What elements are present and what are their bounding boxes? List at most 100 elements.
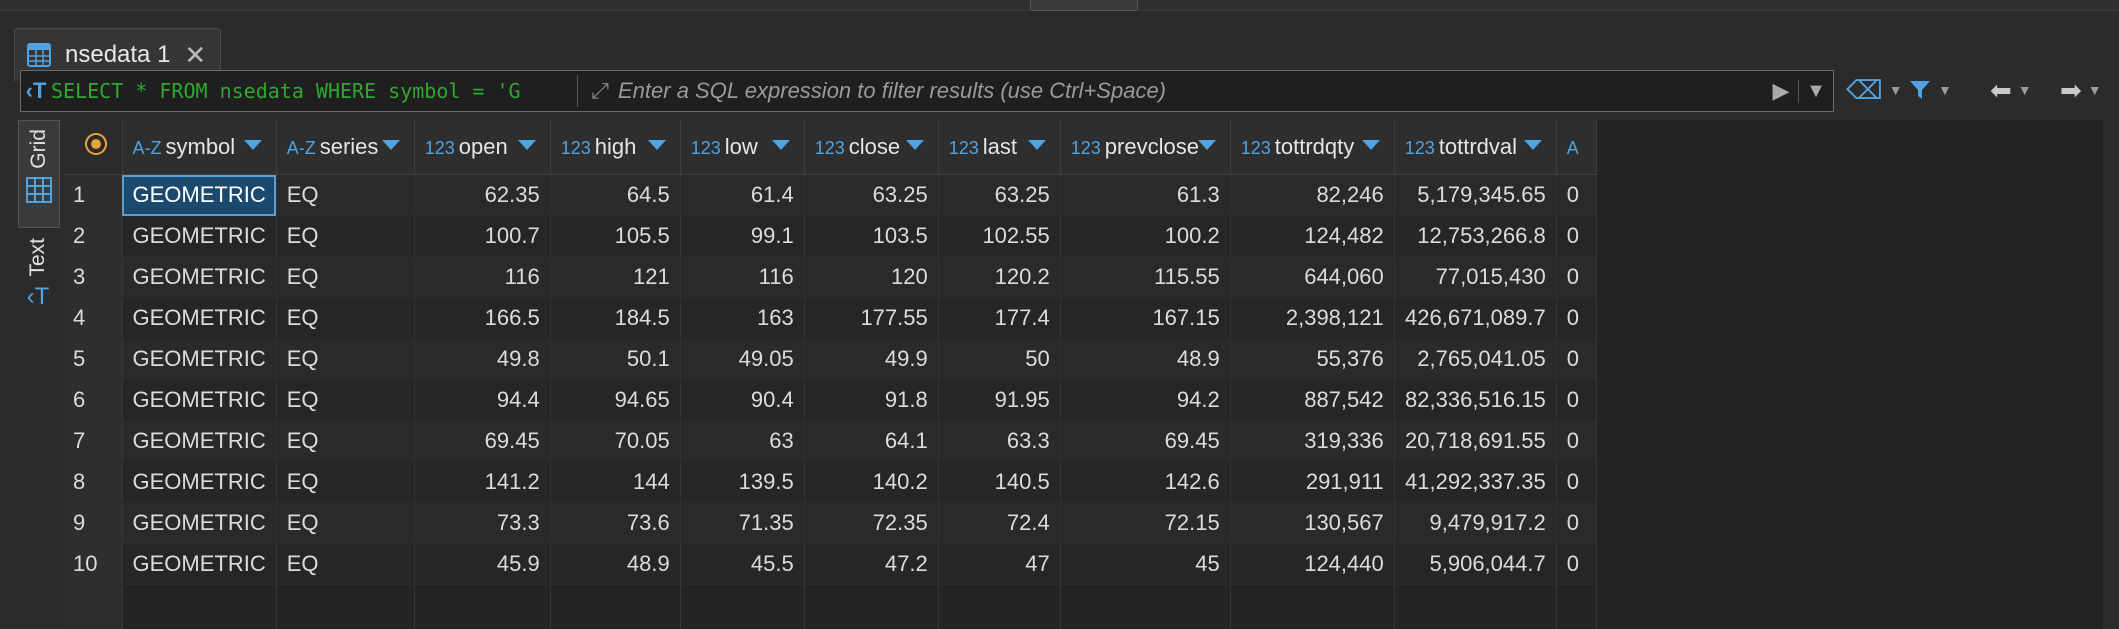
cell-low[interactable]: 49.05 [680, 338, 805, 380]
sort-dropdown-icon[interactable] [381, 140, 400, 150]
cell-symbol[interactable]: GEOMETRIC [122, 461, 277, 503]
column-header-symbol[interactable]: A-Z symbol [122, 120, 277, 175]
column-header-series[interactable]: A-Z series [276, 120, 415, 175]
sql-text-icon[interactable]: ‹T [25, 78, 47, 103]
close-icon[interactable]: ✕ [184, 40, 207, 70]
cell-high[interactable]: 184.5 [550, 297, 681, 339]
cell-symbol[interactable]: GEOMETRIC [122, 420, 277, 462]
cell-low[interactable]: 116 [680, 256, 805, 298]
cell-series[interactable]: EQ [276, 502, 415, 544]
cell-tottrdval[interactable]: 426,671,089.7 [1394, 297, 1557, 339]
cell-prevclose[interactable]: 69.45 [1060, 420, 1231, 462]
sort-dropdown-icon[interactable] [1523, 140, 1542, 150]
cell-more[interactable]: 0 [1556, 379, 1597, 421]
row-number[interactable]: 9 [63, 502, 123, 544]
cell-low[interactable]: 139.5 [680, 461, 805, 503]
cell-close[interactable]: 64.1 [804, 420, 939, 462]
cell-open[interactable]: 94.4 [414, 379, 551, 421]
cell-last[interactable]: 47 [938, 543, 1061, 585]
column-header-more[interactable]: A [1556, 120, 1597, 175]
table-row[interactable]: 2 GEOMETRIC EQ 100.7 105.5 99.1 103.5 102.55 100… [63, 215, 1597, 257]
sort-dropdown-icon[interactable] [517, 140, 536, 150]
row-selector-header[interactable] [63, 120, 123, 175]
filter-expression-input[interactable] [616, 77, 1764, 105]
cell-high[interactable]: 64.5 [550, 174, 681, 216]
cell-prevclose[interactable]: 94.2 [1060, 379, 1231, 421]
cell-prevclose[interactable]: 100.2 [1060, 215, 1231, 257]
cell-open[interactable]: 69.45 [414, 420, 551, 462]
cell-symbol[interactable]: GEOMETRIC [122, 338, 277, 380]
sort-dropdown-icon[interactable] [647, 140, 666, 150]
cell-tottrdqty[interactable]: 319,336 [1230, 420, 1395, 462]
panel-collapse-handle[interactable] [1030, 0, 1138, 11]
expand-icon[interactable]: ⤢ [591, 78, 609, 103]
cell-open[interactable]: 141.2 [414, 461, 551, 503]
cell-more[interactable]: 0 [1556, 256, 1597, 298]
cell-close[interactable]: 120 [804, 256, 939, 298]
column-header-prevclose[interactable]: 123 prevclose [1060, 120, 1231, 175]
cell-low[interactable]: 71.35 [680, 502, 805, 544]
cell-low[interactable]: 63 [680, 420, 805, 462]
back-button[interactable]: ⬅ ▼ [1990, 70, 2032, 110]
table-row[interactable]: 10 GEOMETRIC EQ 45.9 48.9 45.5 47.2 47 45 124,440… [63, 543, 1597, 585]
cell-close[interactable]: 49.9 [804, 338, 939, 380]
column-header-open[interactable]: 123 open [414, 120, 551, 175]
cell-last[interactable]: 140.5 [938, 461, 1061, 503]
column-header-last[interactable]: 123 last [938, 120, 1061, 175]
cell-prevclose[interactable]: 48.9 [1060, 338, 1231, 380]
cell-close[interactable]: 140.2 [804, 461, 939, 503]
cell-symbol[interactable]: GEOMETRIC [122, 174, 277, 216]
cell-open[interactable]: 73.3 [414, 502, 551, 544]
cell-close[interactable]: 72.35 [804, 502, 939, 544]
cell-more[interactable]: 0 [1556, 461, 1597, 503]
table-row[interactable]: 7 GEOMETRIC EQ 69.45 70.05 63 64.1 63.3 69.45 319… [63, 420, 1597, 462]
column-header-low[interactable]: 123 low [680, 120, 805, 175]
cell-last[interactable]: 63.25 [938, 174, 1061, 216]
cell-open[interactable]: 100.7 [414, 215, 551, 257]
row-number[interactable]: 2 [63, 215, 123, 257]
cell-high[interactable]: 94.65 [550, 379, 681, 421]
cell-last[interactable]: 63.3 [938, 420, 1061, 462]
cell-series[interactable]: EQ [276, 379, 415, 421]
cell-low[interactable]: 90.4 [680, 379, 805, 421]
cell-symbol[interactable]: GEOMETRIC [122, 256, 277, 298]
cell-more[interactable]: 0 [1556, 420, 1597, 462]
cell-open[interactable]: 49.8 [414, 338, 551, 380]
table-row[interactable]: 3 GEOMETRIC EQ 116 121 116 120 120.2 115.55 644,0… [63, 256, 1597, 298]
cell-tottrdqty[interactable]: 130,567 [1230, 502, 1395, 544]
row-number[interactable]: 7 [63, 420, 123, 462]
cell-last[interactable]: 120.2 [938, 256, 1061, 298]
cell-more[interactable]: 0 [1556, 338, 1597, 380]
cell-more[interactable]: 0 [1556, 543, 1597, 585]
cell-prevclose[interactable]: 115.55 [1060, 256, 1231, 298]
table-row[interactable]: 4 GEOMETRIC EQ 166.5 184.5 163 177.55 177.4 167.… [63, 297, 1597, 339]
cell-symbol[interactable]: GEOMETRIC [122, 543, 277, 585]
cell-close[interactable]: 63.25 [804, 174, 939, 216]
row-number[interactable]: 3 [63, 256, 123, 298]
forward-button[interactable]: ➡ ▼ [2060, 70, 2102, 110]
cell-more[interactable]: 0 [1556, 297, 1597, 339]
cell-series[interactable]: EQ [276, 461, 415, 503]
cell-open[interactable]: 116 [414, 256, 551, 298]
cell-prevclose[interactable]: 45 [1060, 543, 1231, 585]
history-dropdown-icon[interactable]: ▼ [1798, 79, 1833, 103]
cell-high[interactable]: 105.5 [550, 215, 681, 257]
tab-grid[interactable]: Grid [18, 120, 60, 228]
row-number[interactable]: 4 [63, 297, 123, 339]
cell-prevclose[interactable]: 61.3 [1060, 174, 1231, 216]
cell-low[interactable]: 45.5 [680, 543, 805, 585]
cell-tottrdqty[interactable]: 124,440 [1230, 543, 1395, 585]
cell-tottrdqty[interactable]: 887,542 [1230, 379, 1395, 421]
cell-prevclose[interactable]: 72.15 [1060, 502, 1231, 544]
cell-last[interactable]: 50 [938, 338, 1061, 380]
cell-more[interactable]: 0 [1556, 174, 1597, 216]
cell-open[interactable]: 166.5 [414, 297, 551, 339]
clear-filter-button[interactable]: ⌫ ▼ [1846, 70, 1903, 110]
results-grid[interactable]: A-Z symbol A-Z series 123 open 123 high 123 low 12… [63, 120, 2103, 629]
cell-tottrdqty[interactable]: 644,060 [1230, 256, 1395, 298]
column-header-tottrdqty[interactable]: 123 tottrdqty [1230, 120, 1395, 175]
cell-close[interactable]: 177.55 [804, 297, 939, 339]
cell-tottrdval[interactable]: 82,336,516.15 [1394, 379, 1557, 421]
cell-low[interactable]: 163 [680, 297, 805, 339]
cell-series[interactable]: EQ [276, 174, 415, 216]
